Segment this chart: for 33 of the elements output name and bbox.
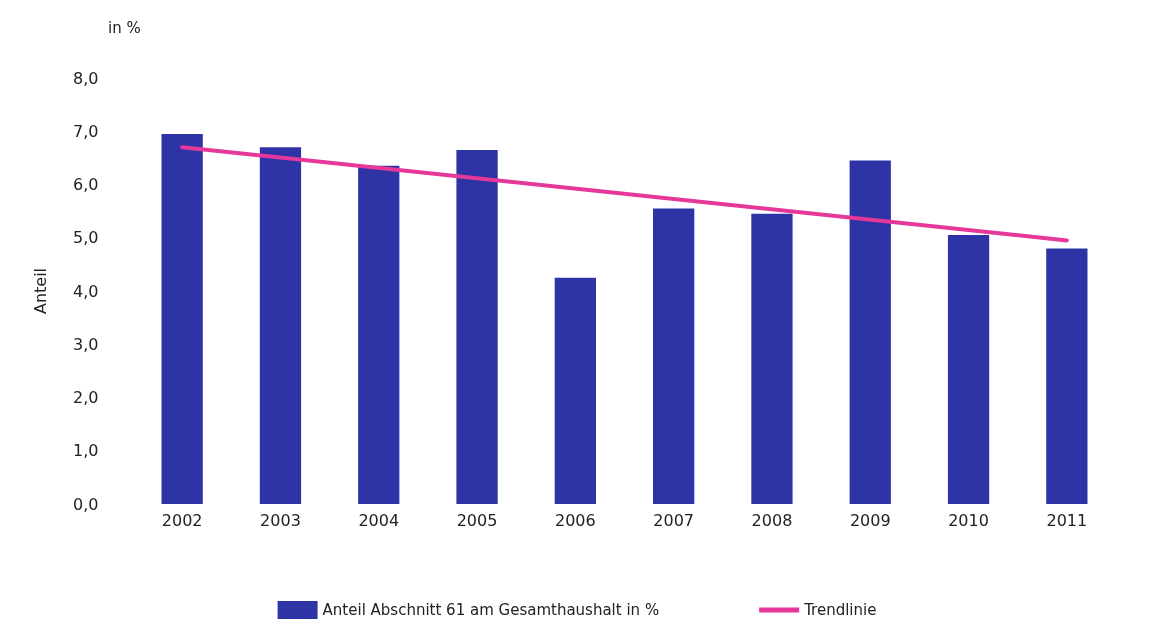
legend-label: Anteil Abschnitt 61 am Gesamthaushalt in % bbox=[322, 601, 660, 619]
y-tick-label: 2,0 bbox=[73, 388, 99, 407]
x-tick-label: 2002 bbox=[161, 510, 203, 530]
x-tick-label: 2006 bbox=[554, 510, 596, 530]
y-tick-label: 8,0 bbox=[73, 68, 99, 88]
bar bbox=[849, 160, 891, 504]
y-tick-label: 7,0 bbox=[73, 121, 99, 141]
legend-label: Trendlinie bbox=[803, 601, 877, 619]
x-tick-label: 2007 bbox=[653, 510, 695, 530]
x-tick-label: 2009 bbox=[849, 510, 891, 530]
text: in % bbox=[108, 18, 141, 37]
x-tick-label: 2005 bbox=[456, 510, 498, 530]
x-tick-label: 2010 bbox=[948, 510, 989, 530]
y-tick-label: 0,0 bbox=[73, 494, 99, 514]
y-axis-title: Anteil bbox=[30, 267, 50, 315]
x-tick-label: 2003 bbox=[260, 510, 301, 530]
y-tick-label: 6,0 bbox=[73, 175, 99, 194]
bar bbox=[947, 235, 990, 504]
x-tick-label: 2011 bbox=[1046, 510, 1088, 530]
bar bbox=[1046, 248, 1088, 504]
bar bbox=[259, 147, 302, 504]
y-tick-label: 5,0 bbox=[73, 228, 99, 248]
bar bbox=[161, 133, 203, 504]
y-tick-label: 3,0 bbox=[73, 334, 99, 354]
bar bbox=[751, 213, 793, 504]
x-tick-label: 2004 bbox=[358, 510, 400, 530]
bar bbox=[653, 208, 695, 504]
bar bbox=[358, 165, 400, 504]
y-tick-label: 1,0 bbox=[73, 441, 99, 461]
y-tick-label: 4,0 bbox=[73, 281, 99, 301]
bar bbox=[456, 149, 498, 504]
bar bbox=[554, 277, 596, 504]
x-tick-label: 2008 bbox=[751, 510, 793, 530]
